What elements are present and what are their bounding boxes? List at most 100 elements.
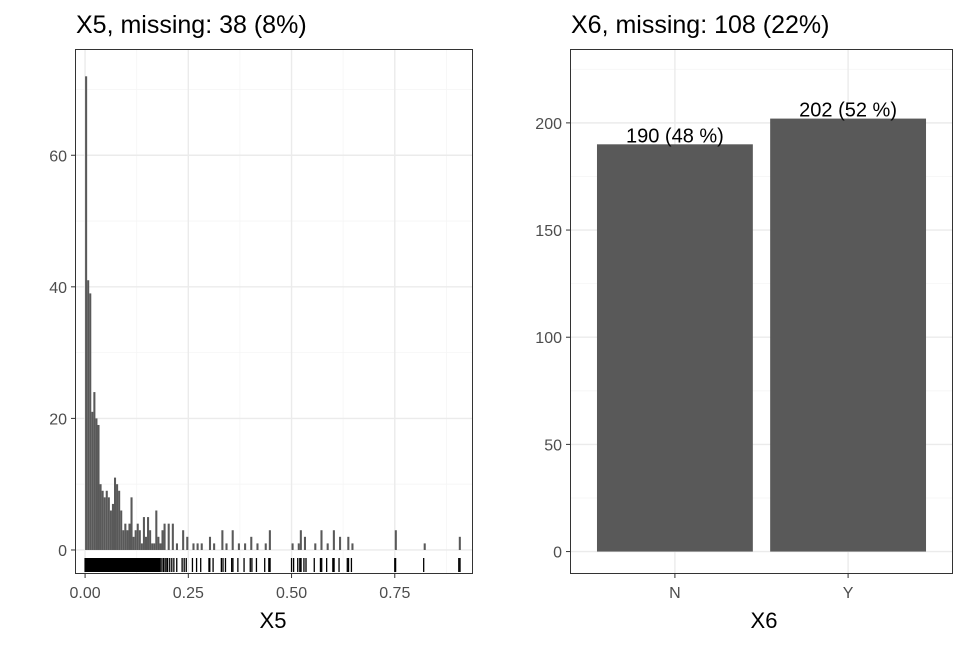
x-tick-label: N (669, 585, 681, 602)
bar-chart-x-axis-label: X6 (751, 608, 778, 633)
histogram-bar (134, 530, 137, 550)
histogram-bar (394, 530, 397, 550)
histogram-bar (221, 530, 224, 550)
histogram-bar (93, 392, 96, 550)
histogram-bar (161, 530, 164, 550)
x-tick-label: 0.00 (70, 585, 101, 602)
histogram-bar (326, 543, 329, 550)
y-tick-label: 200 (535, 116, 562, 133)
histogram-bar (303, 536, 307, 550)
histogram-bar (213, 543, 216, 550)
histogram-bar (297, 543, 300, 550)
histogram-bar (208, 536, 212, 550)
histogram-bar (91, 411, 94, 550)
histogram-bar (124, 523, 127, 550)
histogram-bar (130, 497, 133, 550)
histogram-bar (120, 510, 123, 550)
histogram-bar (171, 523, 174, 550)
histogram-x-axis: 0.00 0.25 0.50 0.75 (70, 573, 410, 602)
histogram-bar (136, 523, 139, 550)
histogram-bar (116, 484, 119, 550)
x-tick-label: 0.50 (276, 585, 307, 602)
x-tick-label: 0.75 (379, 585, 410, 602)
histogram-bar (314, 543, 317, 550)
histogram-bar (268, 530, 271, 550)
bar-panel-border (570, 49, 953, 574)
histogram-bar (339, 536, 342, 550)
histogram-bar (147, 517, 150, 550)
histogram-bar (101, 490, 104, 550)
histogram-bar (138, 530, 141, 550)
histogram-bar (109, 510, 112, 550)
histogram-bar (149, 530, 152, 550)
bar-N (596, 144, 753, 552)
histogram-bar (299, 530, 302, 550)
histogram-panel-border (75, 49, 473, 574)
histogram-bar (351, 543, 354, 550)
histogram-bars (85, 76, 461, 550)
histogram-bar (320, 530, 323, 550)
histogram-bar (244, 543, 247, 550)
histogram-bar (159, 543, 162, 550)
histogram-bar (142, 517, 145, 550)
histogram-bar (140, 543, 143, 550)
histogram-panel: X5, missing: 38 (8%) 0 20 40 60 0.00 0.25 0.5… (49, 11, 473, 633)
histogram-bar (347, 536, 350, 550)
y-tick-label: 0 (58, 543, 67, 560)
y-tick-label: 40 (49, 280, 67, 297)
histogram-bar (332, 530, 335, 550)
y-tick-label: 50 (544, 437, 562, 454)
histogram-bar (423, 543, 426, 550)
bar-chart-y-axis: 0 50 100 150 200 (535, 116, 571, 562)
bar-chart-bars: 190 (48 %) 202 (52 %) (596, 100, 927, 552)
histogram-bar (89, 293, 92, 550)
histogram-bar (256, 543, 259, 550)
histogram-bar (103, 497, 106, 550)
y-tick-label: 60 (49, 148, 67, 165)
bar-Y (770, 118, 927, 552)
histogram-bar (105, 490, 108, 550)
histogram-bar (95, 418, 98, 550)
histogram-bar (175, 543, 178, 550)
histogram-bar (182, 530, 185, 550)
bar-data-label: 190 (48 %) (626, 125, 724, 147)
histogram-bar (291, 543, 294, 550)
histogram-bar (132, 536, 135, 550)
histogram-bar (151, 543, 154, 550)
histogram-bar (107, 497, 110, 550)
histogram-bar (99, 484, 102, 550)
bar-panel: X6, missing: 108 (22%) 190 (48 %) 202 (52… (535, 11, 953, 633)
histogram-bar (118, 490, 121, 550)
histogram-bar (237, 543, 240, 550)
histogram-bar (192, 543, 195, 550)
histogram-bar (186, 536, 189, 550)
histogram-bar (126, 530, 129, 550)
histogram-bar (231, 530, 234, 550)
histogram-bar (225, 543, 228, 550)
histogram-bar (157, 536, 160, 550)
y-tick-label: 0 (553, 545, 562, 562)
histogram-bar (122, 530, 125, 550)
histogram-rug (84, 558, 461, 572)
histogram-bar (163, 523, 166, 550)
histogram-bar (97, 424, 100, 550)
histogram-bar (111, 503, 114, 550)
histogram-x-axis-label: X5 (260, 608, 287, 633)
histogram-bar (264, 543, 267, 550)
bar-data-label: 202 (52 %) (799, 100, 897, 122)
y-tick-label: 100 (535, 330, 562, 347)
histogram-bar (85, 76, 88, 550)
histogram-bar (144, 536, 148, 550)
bar-chart-title: X6, missing: 108 (22%) (571, 11, 829, 39)
y-tick-label: 20 (49, 411, 67, 428)
histogram-bar (196, 543, 199, 550)
x-tick-label: 0.25 (173, 585, 204, 602)
histogram-bar (153, 543, 156, 550)
histogram-bar (200, 543, 203, 550)
histogram-bar (250, 536, 253, 550)
x-tick-label: Y (843, 585, 854, 602)
histogram-grid (76, 50, 472, 573)
y-tick-label: 150 (535, 223, 562, 240)
